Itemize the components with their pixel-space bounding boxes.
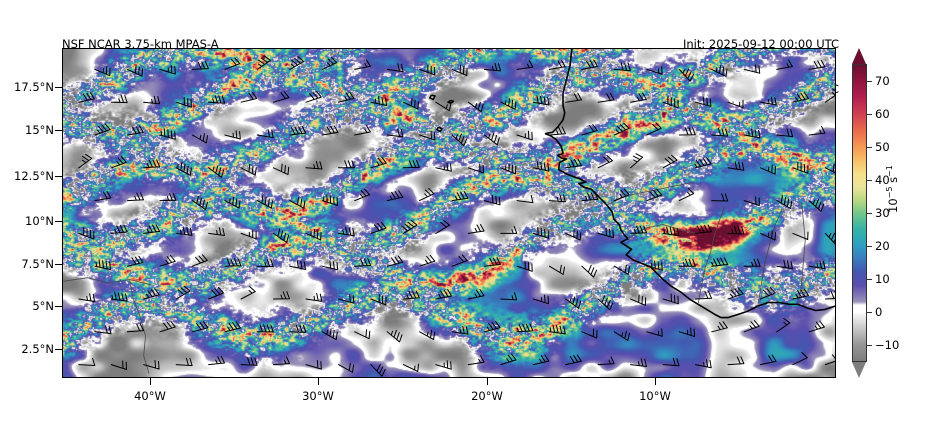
border-path [697,206,725,305]
wind-barbs [78,55,835,377]
map-plot-area[interactable] [62,48,836,378]
colorbar-tick [867,312,872,314]
x-axis-tick [318,378,319,385]
border-path [757,208,783,307]
x-axis-tick-label: 40°W [134,389,166,403]
colorbar-tick-label: 60 [875,106,890,121]
colorbar-tick-label: −10 [875,338,900,353]
colorbar-tick [867,345,872,347]
coastline-path [447,99,455,104]
y-axis-tick-label: 5°N [32,299,54,313]
y-axis-tick [55,264,62,265]
y-axis-tick [55,130,62,131]
border-path [797,203,806,305]
x-axis-tick-label: 10°W [639,389,671,403]
colorbar-tick [867,279,872,281]
colorbar-tick-label: 30 [875,206,890,220]
y-axis-tick [55,176,62,177]
model-name: NSF NCAR 3.75-km MPAS-A [62,37,219,51]
y-axis-tick [55,221,62,222]
y-axis-tick-label: 2.5°N [21,342,54,356]
y-axis-tick [55,349,62,350]
border-path [627,224,697,240]
y-axis-tick [55,87,62,88]
wind-barb-path [78,55,835,377]
coastline-path [435,126,443,133]
cb-label-pre: 10 [886,198,900,213]
coastline-paths [63,49,835,374]
cb-label-mid: s [886,176,900,187]
colorbar-tick-label: 70 [875,73,890,88]
y-axis-tick-label: 10°N [25,214,54,228]
colorbar-tick [867,179,872,181]
coastline-path [544,49,835,319]
y-axis-tick-label: 12.5°N [14,169,54,183]
colorbar-tick [867,146,872,148]
init-time: Init: 2025-09-12 00:00 UTC [683,37,839,51]
colorbar-tick-label: 20 [875,239,890,254]
border-path [63,277,151,286]
x-axis-tick [655,378,656,385]
border-path [129,279,150,374]
colorbar-extend-max-arrow [852,48,866,64]
colorbar-tick-label: 50 [875,139,890,154]
colorbar-tick [867,80,872,82]
colorbar-axis-label: 10−5 s−1 [885,165,900,213]
cb-label-exp2: −1 [885,165,895,177]
y-axis-tick-label: 7.5°N [21,257,54,271]
x-axis-tick [487,378,488,385]
colorbar-tick [867,246,872,248]
colorbar-tick-label: 40 [875,172,890,187]
colorbar-extend-min-arrow [852,362,866,378]
colorbar-gradient [852,64,867,362]
cb-label-exp1: −5 [885,186,895,199]
colorbar-tick [867,213,872,214]
coastline-and-windbarb-layer [63,49,835,377]
y-axis-tick-label: 17.5°N [14,80,54,94]
y-axis-tick [55,306,62,307]
x-axis-tick-label: 20°W [471,389,503,403]
colorbar-tick-label: 0 [875,305,883,320]
x-axis-tick-label: 30°W [302,389,334,403]
colorbar[interactable]: −10 0 10 20 30 40 50 60 70 [852,48,899,378]
border-path [606,181,695,206]
colorbar-tick-label: 10 [875,272,890,287]
x-axis-tick [150,378,151,385]
coastline-path [428,94,436,101]
colorbar-tick [867,113,872,115]
y-axis-tick-label: 15°N [25,123,54,137]
